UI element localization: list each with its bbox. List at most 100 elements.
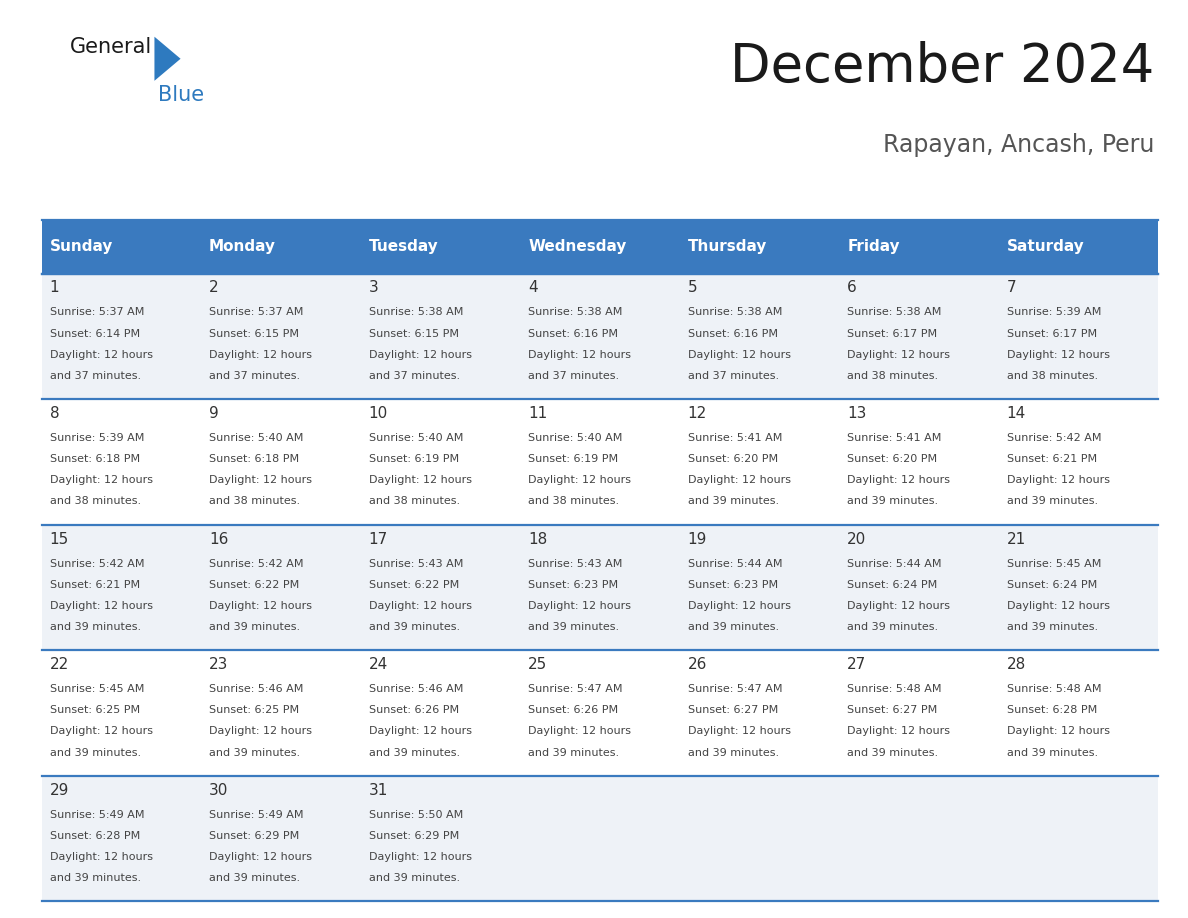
Text: Sunrise: 5:50 AM: Sunrise: 5:50 AM: [368, 810, 463, 820]
Text: 10: 10: [368, 406, 387, 421]
Text: 24: 24: [368, 657, 387, 672]
Text: 19: 19: [688, 532, 707, 546]
Bar: [42, 525, 201, 650]
Bar: [361, 650, 520, 776]
Text: Sunrise: 5:41 AM: Sunrise: 5:41 AM: [847, 433, 942, 443]
Text: December 2024: December 2024: [731, 41, 1155, 94]
Text: Sunset: 6:25 PM: Sunset: 6:25 PM: [209, 705, 299, 715]
Bar: [839, 776, 999, 901]
Bar: [361, 220, 520, 274]
Text: Sunset: 6:21 PM: Sunset: 6:21 PM: [1006, 454, 1097, 465]
Text: Daylight: 12 hours: Daylight: 12 hours: [368, 601, 472, 610]
Text: and 39 minutes.: and 39 minutes.: [368, 873, 460, 883]
Text: Friday: Friday: [847, 240, 899, 254]
Text: Sunrise: 5:38 AM: Sunrise: 5:38 AM: [368, 308, 463, 318]
Text: Daylight: 12 hours: Daylight: 12 hours: [529, 726, 631, 736]
Text: 7: 7: [1006, 281, 1017, 296]
Text: and 39 minutes.: and 39 minutes.: [1006, 621, 1098, 632]
Text: 31: 31: [368, 783, 388, 798]
Text: 11: 11: [529, 406, 548, 421]
Text: Sunrise: 5:48 AM: Sunrise: 5:48 AM: [847, 684, 942, 694]
Bar: [361, 274, 520, 399]
Text: Tuesday: Tuesday: [368, 240, 438, 254]
Text: and 39 minutes.: and 39 minutes.: [529, 747, 619, 757]
Bar: [201, 776, 361, 901]
Text: Daylight: 12 hours: Daylight: 12 hours: [50, 852, 152, 862]
Text: Sunset: 6:27 PM: Sunset: 6:27 PM: [847, 705, 937, 715]
Text: Blue: Blue: [158, 85, 204, 106]
Text: and 39 minutes.: and 39 minutes.: [368, 621, 460, 632]
Text: Sunrise: 5:45 AM: Sunrise: 5:45 AM: [1006, 559, 1101, 568]
Text: Sunrise: 5:44 AM: Sunrise: 5:44 AM: [688, 559, 782, 568]
Text: and 38 minutes.: and 38 minutes.: [1006, 371, 1098, 381]
Text: Daylight: 12 hours: Daylight: 12 hours: [1006, 726, 1110, 736]
Text: Sunrise: 5:37 AM: Sunrise: 5:37 AM: [50, 308, 144, 318]
Text: Sunset: 6:23 PM: Sunset: 6:23 PM: [529, 580, 618, 589]
Text: Sunrise: 5:47 AM: Sunrise: 5:47 AM: [529, 684, 623, 694]
Bar: [680, 525, 839, 650]
Bar: [680, 776, 839, 901]
Bar: [201, 525, 361, 650]
Bar: [361, 776, 520, 901]
Text: Daylight: 12 hours: Daylight: 12 hours: [209, 476, 312, 486]
Text: 17: 17: [368, 532, 387, 546]
Bar: [839, 525, 999, 650]
Bar: [42, 220, 201, 274]
Text: and 37 minutes.: and 37 minutes.: [688, 371, 779, 381]
Text: Sunset: 6:25 PM: Sunset: 6:25 PM: [50, 705, 140, 715]
Text: 30: 30: [209, 783, 228, 798]
Text: Daylight: 12 hours: Daylight: 12 hours: [529, 601, 631, 610]
Text: and 37 minutes.: and 37 minutes.: [368, 371, 460, 381]
Text: Daylight: 12 hours: Daylight: 12 hours: [209, 350, 312, 360]
Text: Sunrise: 5:43 AM: Sunrise: 5:43 AM: [529, 559, 623, 568]
Text: and 38 minutes.: and 38 minutes.: [368, 497, 460, 507]
Text: Sunset: 6:22 PM: Sunset: 6:22 PM: [368, 580, 459, 589]
Text: 12: 12: [688, 406, 707, 421]
Text: 3: 3: [368, 281, 378, 296]
Text: Daylight: 12 hours: Daylight: 12 hours: [847, 601, 950, 610]
Text: Saturday: Saturday: [1006, 240, 1085, 254]
Text: 4: 4: [529, 281, 538, 296]
Text: and 38 minutes.: and 38 minutes.: [847, 371, 939, 381]
Text: and 39 minutes.: and 39 minutes.: [1006, 747, 1098, 757]
Text: Sunset: 6:23 PM: Sunset: 6:23 PM: [688, 580, 778, 589]
Text: Sunrise: 5:38 AM: Sunrise: 5:38 AM: [847, 308, 942, 318]
Bar: [520, 399, 680, 525]
Text: Sunset: 6:28 PM: Sunset: 6:28 PM: [1006, 705, 1097, 715]
Text: Sunday: Sunday: [50, 240, 113, 254]
Text: and 38 minutes.: and 38 minutes.: [529, 497, 619, 507]
Text: Daylight: 12 hours: Daylight: 12 hours: [50, 601, 152, 610]
Text: 1: 1: [50, 281, 59, 296]
Text: Sunset: 6:18 PM: Sunset: 6:18 PM: [209, 454, 299, 465]
Text: Sunrise: 5:39 AM: Sunrise: 5:39 AM: [50, 433, 144, 443]
Text: 26: 26: [688, 657, 707, 672]
Bar: [42, 776, 201, 901]
Text: 22: 22: [50, 657, 69, 672]
Text: Sunrise: 5:46 AM: Sunrise: 5:46 AM: [368, 684, 463, 694]
Text: Daylight: 12 hours: Daylight: 12 hours: [368, 726, 472, 736]
Text: Sunrise: 5:49 AM: Sunrise: 5:49 AM: [50, 810, 144, 820]
Text: Sunrise: 5:46 AM: Sunrise: 5:46 AM: [209, 684, 303, 694]
Text: 5: 5: [688, 281, 697, 296]
Text: Sunset: 6:19 PM: Sunset: 6:19 PM: [368, 454, 459, 465]
Text: 20: 20: [847, 532, 866, 546]
Text: Daylight: 12 hours: Daylight: 12 hours: [209, 726, 312, 736]
Text: Sunset: 6:20 PM: Sunset: 6:20 PM: [847, 454, 937, 465]
Text: 2: 2: [209, 281, 219, 296]
Bar: [520, 525, 680, 650]
Text: Sunrise: 5:49 AM: Sunrise: 5:49 AM: [209, 810, 304, 820]
Bar: [839, 399, 999, 525]
Bar: [680, 399, 839, 525]
Text: Sunset: 6:27 PM: Sunset: 6:27 PM: [688, 705, 778, 715]
Text: and 39 minutes.: and 39 minutes.: [368, 747, 460, 757]
Bar: [42, 274, 201, 399]
Polygon shape: [154, 37, 181, 81]
Text: Sunset: 6:26 PM: Sunset: 6:26 PM: [529, 705, 618, 715]
Text: Daylight: 12 hours: Daylight: 12 hours: [50, 726, 152, 736]
Bar: [520, 274, 680, 399]
Text: Daylight: 12 hours: Daylight: 12 hours: [1006, 476, 1110, 486]
Text: Daylight: 12 hours: Daylight: 12 hours: [847, 726, 950, 736]
Text: Daylight: 12 hours: Daylight: 12 hours: [688, 350, 791, 360]
Bar: [520, 776, 680, 901]
Text: and 37 minutes.: and 37 minutes.: [529, 371, 619, 381]
